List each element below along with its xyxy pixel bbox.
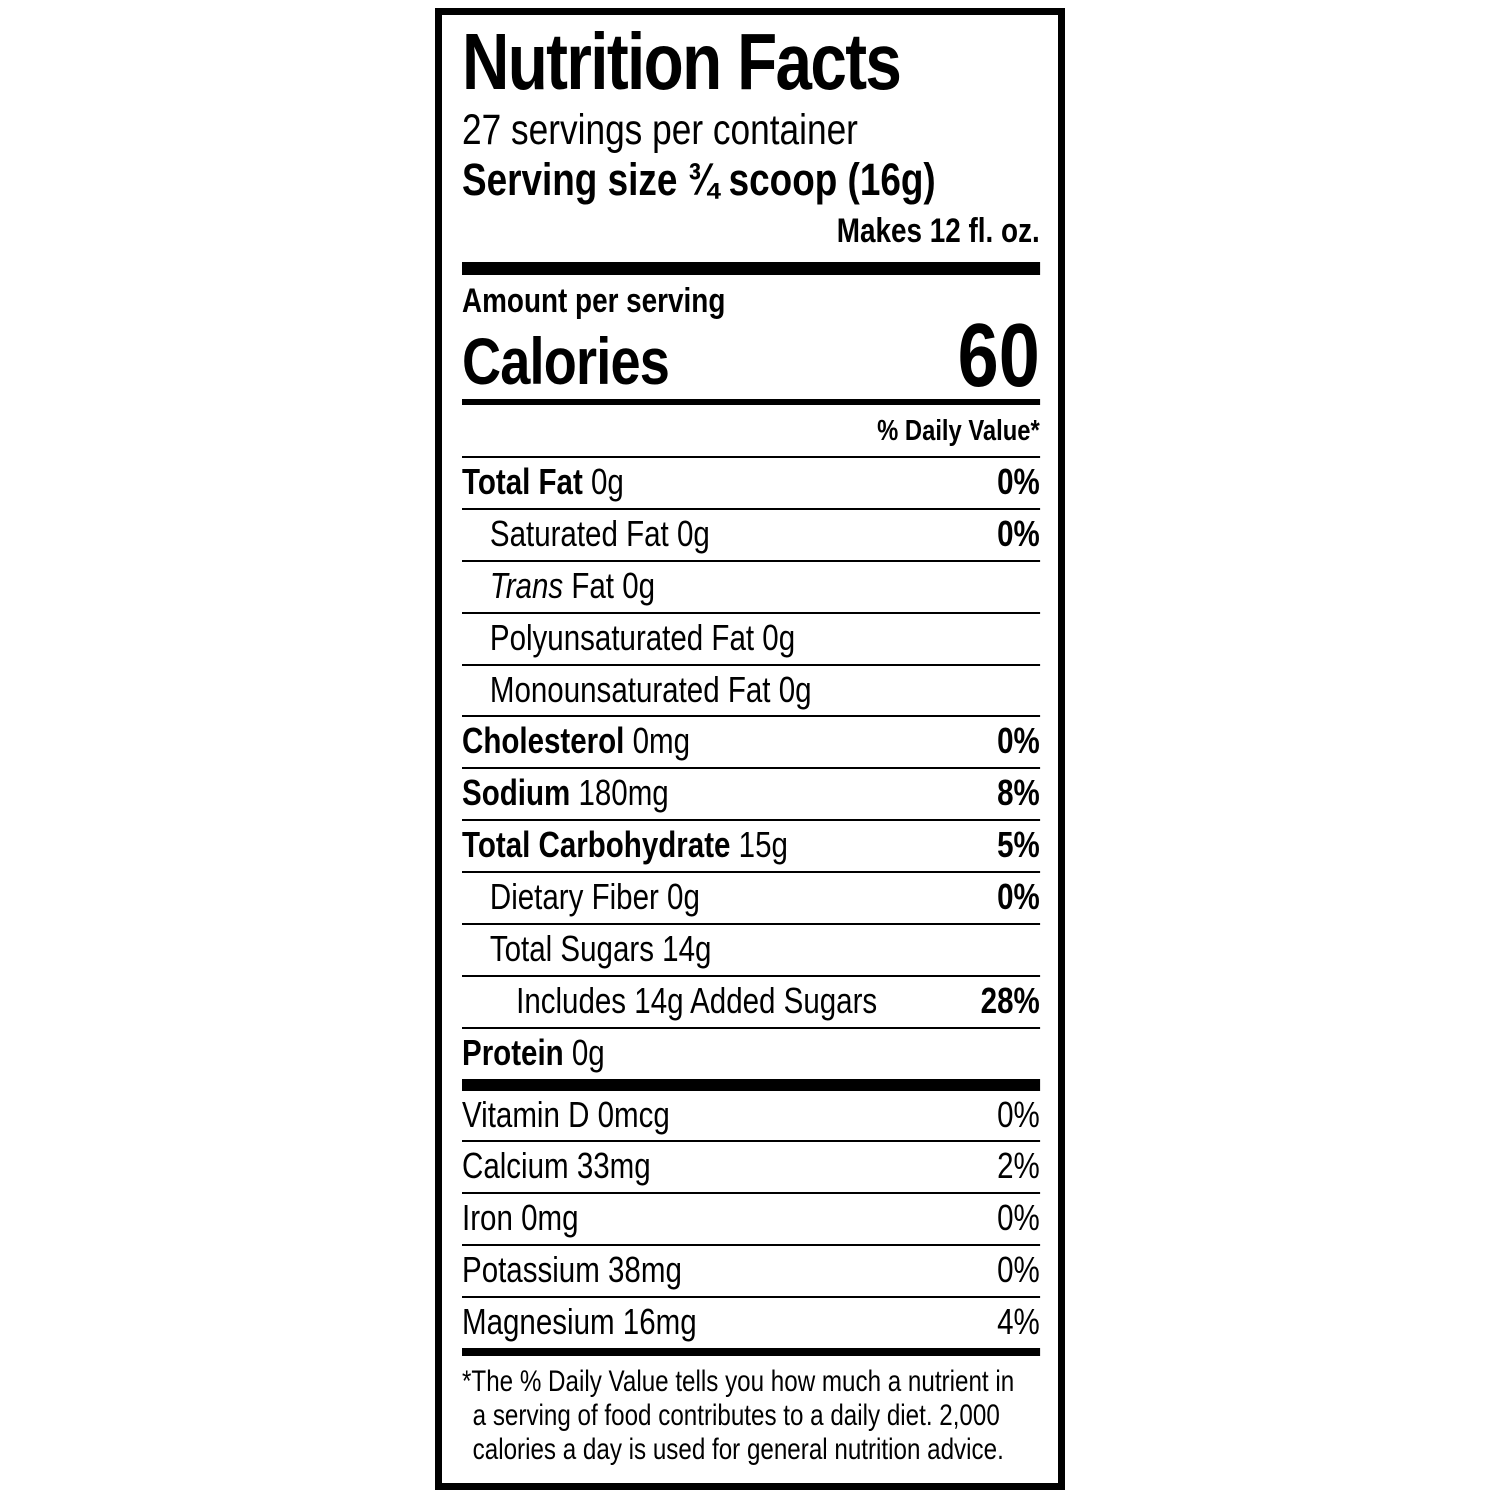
thick-divider-bottom [462, 1347, 1040, 1356]
footnote-line: calories a day is used for general nutri… [472, 1432, 1004, 1466]
amount-per-serving: Amount per serving [462, 281, 726, 320]
nutrient-row-trans-fat: Trans Fat 0g [462, 559, 1040, 612]
vitamin-row-vitamin-d: Vitamin D 0mcg 0% [462, 1091, 1040, 1141]
nutrient-dv: 28% [980, 979, 1040, 1021]
serving-size: Serving size ¾ scoop (16g) [462, 154, 936, 206]
vitamin-dv: 0% [997, 1197, 1040, 1239]
nutrient-name: Total Carbohydrate [462, 824, 731, 866]
nutrient-amount: 0g [582, 461, 624, 503]
nutrient-dv: 0% [997, 876, 1040, 918]
nutrient-row-cholesterol: Cholesterol 0mg 0% [462, 715, 1040, 767]
vitamin-name: Magnesium 16mg [462, 1301, 697, 1343]
nutrient-name: Sodium [462, 772, 571, 814]
nutrient-row-saturated-fat: Saturated Fat 0g 0% [462, 507, 1040, 560]
footnote-line: *The % Daily Value tells you how much a … [462, 1364, 1015, 1398]
nutrient-name-italic: Trans [489, 564, 564, 606]
label-content: Nutrition Facts 27 servings per containe… [462, 21, 1040, 1467]
daily-value-footnote: *The % Daily Value tells you how much a … [462, 1356, 1040, 1467]
vitamin-dv: 2% [997, 1145, 1040, 1187]
nutrient-amount: 180mg [570, 772, 669, 814]
vitamin-name: Potassium 38mg [462, 1249, 682, 1291]
nutrient-row-total-carbohydrate: Total Carbohydrate 15g 5% [462, 819, 1040, 871]
nutrient-row-added-sugars: Includes 14g Added Sugars 28% [462, 974, 1040, 1027]
medium-divider [462, 399, 1040, 406]
nutrient-amount: Monounsaturated Fat 0g [489, 668, 812, 710]
nutrient-row-total-fat: Total Fat 0g 0% [462, 456, 1040, 508]
nutrient-row-sodium: Sodium 180mg 8% [462, 767, 1040, 819]
vitamin-dv: 0% [997, 1249, 1040, 1291]
nutrient-amount: Saturated Fat 0g [489, 512, 710, 554]
vitamin-dv: 0% [997, 1093, 1040, 1135]
thick-divider-middle [462, 1078, 1040, 1091]
nutrition-facts-label: Nutrition Facts 27 servings per containe… [435, 8, 1065, 1490]
vitamin-name: Calcium 33mg [462, 1145, 651, 1187]
calories-row: Calories 60 [462, 306, 1040, 407]
nutrient-amount: Fat 0g [563, 564, 656, 606]
calories-label: Calories [462, 324, 670, 399]
nutrient-dv: 5% [997, 824, 1040, 866]
nutrient-row-protein: Protein 0g [462, 1026, 1040, 1079]
nutrient-dv: 0% [997, 461, 1040, 503]
calories-value: 60 [957, 306, 1040, 407]
makes-volume: Makes 12 fl. oz. [836, 211, 1040, 250]
vitamin-row-magnesium: Magnesium 16mg 4% [462, 1296, 1040, 1348]
vitamins-section: Vitamin D 0mcg 0% Calcium 33mg 2% Iron 0… [462, 1091, 1040, 1348]
vitamin-dv: 4% [997, 1301, 1040, 1343]
nutrient-row-total-sugars: Total Sugars 14g [462, 922, 1040, 975]
servings-per-container: 27 servings per container [462, 105, 858, 154]
nutrient-row-polyunsaturated-fat: Polyunsaturated Fat 0g [462, 611, 1040, 664]
footnote-line: a serving of food contributes to a daily… [472, 1398, 1000, 1432]
nutrient-dv: 0% [997, 512, 1040, 554]
vitamin-row-iron: Iron 0mg 0% [462, 1192, 1040, 1244]
vitamin-row-calcium: Calcium 33mg 2% [462, 1140, 1040, 1192]
nutrient-amount: Includes 14g Added Sugars [516, 979, 878, 1021]
nutrient-dv: 0% [997, 720, 1040, 762]
nutrient-amount: 0g [563, 1031, 605, 1073]
nutrient-name: Total Fat [462, 461, 583, 503]
daily-value-header: % Daily Value* [877, 415, 1040, 448]
nutrient-amount: Dietary Fiber 0g [489, 876, 700, 918]
nutrient-row-dietary-fiber: Dietary Fiber 0g 0% [462, 871, 1040, 923]
nutrient-dv: 8% [997, 772, 1040, 814]
vitamin-name: Iron 0mg [462, 1197, 579, 1239]
nutrient-amount: Polyunsaturated Fat 0g [489, 616, 796, 658]
nutrient-row-monounsaturated-fat: Monounsaturated Fat 0g [462, 663, 1040, 716]
nutrient-name: Protein [462, 1031, 564, 1073]
vitamin-row-potassium: Potassium 38mg 0% [462, 1244, 1040, 1296]
nutrient-amount: 15g [730, 824, 788, 866]
vitamin-name: Vitamin D 0mcg [462, 1093, 670, 1135]
label-title: Nutrition Facts [462, 17, 902, 106]
nutrient-amount: Total Sugars 14g [489, 927, 712, 969]
thick-divider-top [462, 261, 1040, 275]
nutrient-name: Cholesterol [462, 720, 625, 762]
nutrient-amount: 0mg [624, 720, 691, 762]
